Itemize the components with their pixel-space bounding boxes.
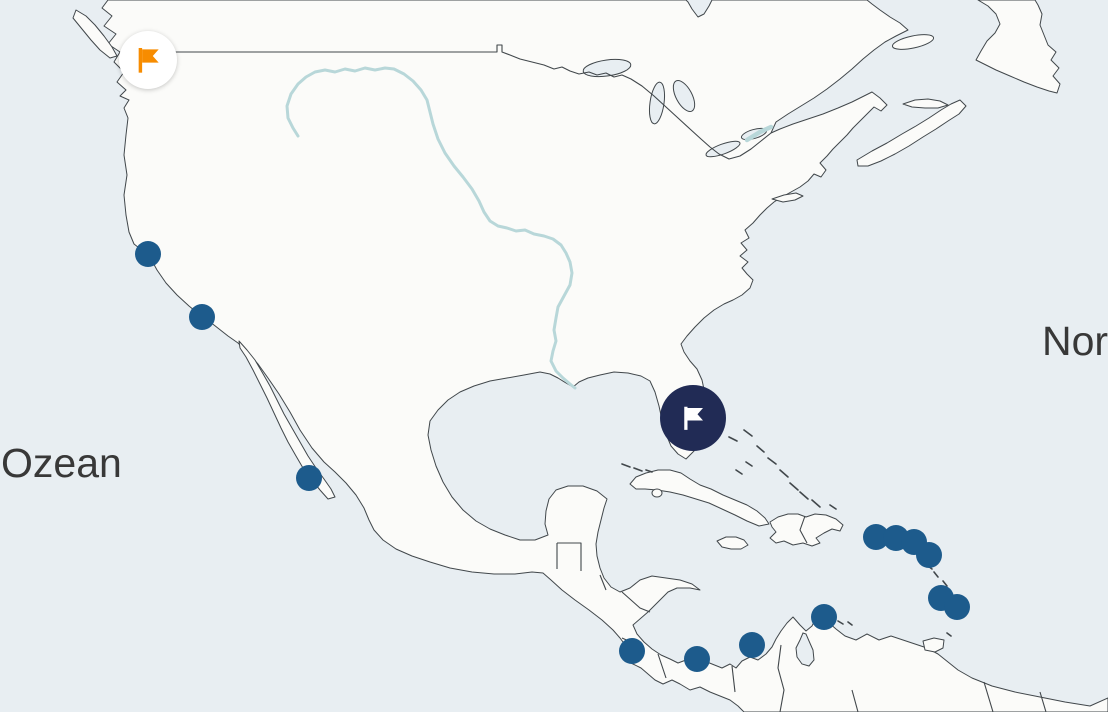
long-island: [771, 192, 804, 203]
port-dot[interactable]: [189, 304, 215, 330]
route-destination-marker[interactable]: [660, 385, 726, 451]
port-dot[interactable]: [916, 542, 942, 568]
port-dot[interactable]: [296, 465, 322, 491]
lake-maracaibo: [795, 632, 815, 667]
newfoundland: [975, 0, 1061, 94]
flag-icon: [138, 48, 159, 73]
hispaniola: [769, 513, 844, 547]
nova-scotia: [856, 99, 967, 167]
jamaica: [716, 536, 749, 550]
small-islands: [621, 429, 952, 637]
vancouver-island: [72, 9, 118, 59]
st-lawrence-river: [744, 124, 774, 143]
baja-california-peninsula: [238, 340, 336, 500]
port-dot[interactable]: [944, 594, 970, 620]
mainland-landmass: [101, 0, 1108, 712]
port-dot[interactable]: [811, 604, 837, 630]
trinidad: [922, 637, 945, 653]
port-dot[interactable]: [863, 524, 889, 550]
port-dot[interactable]: [684, 646, 710, 672]
lake-huron: [672, 80, 696, 112]
route-start-marker[interactable]: [119, 31, 177, 89]
ocean-label-right: Nor: [1042, 318, 1108, 364]
isla-juventud: [651, 488, 663, 498]
missouri-mississippi-river: [285, 66, 577, 390]
haiti-dr-border: [799, 515, 808, 544]
port-dot[interactable]: [135, 241, 161, 267]
prince-edward-island: [902, 98, 949, 109]
port-dot[interactable]: [619, 638, 645, 664]
lake-superior: [582, 58, 632, 78]
port-dot[interactable]: [739, 632, 765, 658]
flag-icon: [684, 406, 703, 430]
cuba: [629, 469, 770, 527]
us-canada-border: [130, 44, 772, 160]
anticosti-island: [891, 34, 935, 50]
lake-erie: [705, 140, 741, 158]
ocean-label-left: Ozean: [1, 440, 122, 486]
lake-michigan: [648, 81, 666, 125]
